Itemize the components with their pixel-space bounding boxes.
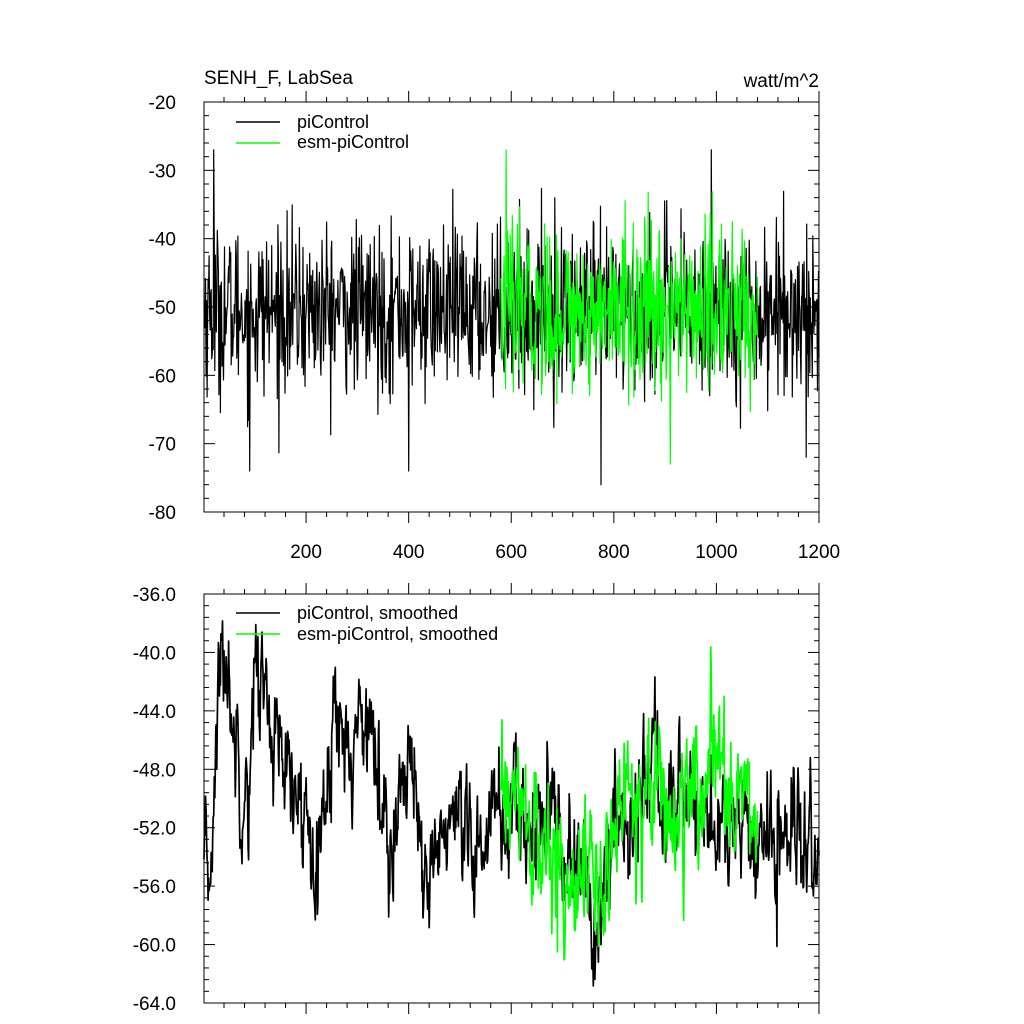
series-line-picontrol-smoothed	[203, 619, 820, 987]
legend-label-picontrol: piControl	[297, 112, 369, 132]
y-tick-label: -40.0	[133, 643, 176, 664]
y-tick-label: -36.0	[133, 585, 176, 606]
y-tick-label: -80	[149, 503, 176, 524]
y-tick-label: -48.0	[133, 760, 176, 781]
y-tick-label: -60	[149, 366, 176, 387]
top-panel-title: SENH_F, LabSea	[204, 68, 353, 89]
y-tick-label: -44.0	[133, 702, 176, 723]
series-line-esm-picontrol	[500, 149, 758, 465]
bottom-panel: -64.0 -60.0 -56.0 -52.0 -48.0 -44.0 -40.0 -36.0…	[133, 583, 820, 1015]
top-panel: SENH_F, LabSea watt/m^2 -80-70-60-50-40-…	[149, 68, 841, 563]
series-line-esm-picontrol-smoothed	[500, 646, 759, 961]
top-plot-area: -80 -70 -60 -50 -40 -30 -20 200 400 600 800 1000 120…	[149, 91, 840, 563]
top-panel-units: watt/m^2	[743, 71, 819, 92]
legend-label-esm-picontrol-smoothed: esm-piControl, smoothed	[297, 624, 498, 644]
x-tick-label: 400	[393, 542, 425, 563]
x-tick-label: 800	[598, 542, 630, 563]
bottom-legend: piControl, smoothed esm-piControl, smoot…	[236, 603, 498, 644]
x-tick-label: 1000	[695, 542, 737, 563]
legend-label-esm-picontrol: esm-piControl	[297, 132, 409, 152]
y-tick-label: -70	[149, 435, 176, 456]
y-tick-label: -30	[149, 161, 176, 182]
y-tick-label: -40	[149, 230, 176, 251]
bottom-plot-area: -64.0 -60.0 -56.0 -52.0 -48.0 -44.0 -40.0 -36.0	[133, 583, 820, 1015]
top-legend: piControl esm-piControl	[236, 112, 409, 152]
y-tick-label: -64.0	[133, 994, 176, 1015]
x-tick-label: 200	[290, 542, 322, 563]
y-tick-label: -60.0	[133, 936, 176, 957]
y-tick-label: -52.0	[133, 819, 176, 840]
y-tick-label: -50	[149, 298, 176, 319]
legend-label-picontrol-smoothed: piControl, smoothed	[297, 603, 458, 623]
x-tick-label: 1200	[798, 542, 840, 563]
y-tick-label: -20	[149, 93, 176, 114]
y-tick-label: -56.0	[133, 877, 176, 898]
x-tick-label: 600	[495, 542, 527, 563]
